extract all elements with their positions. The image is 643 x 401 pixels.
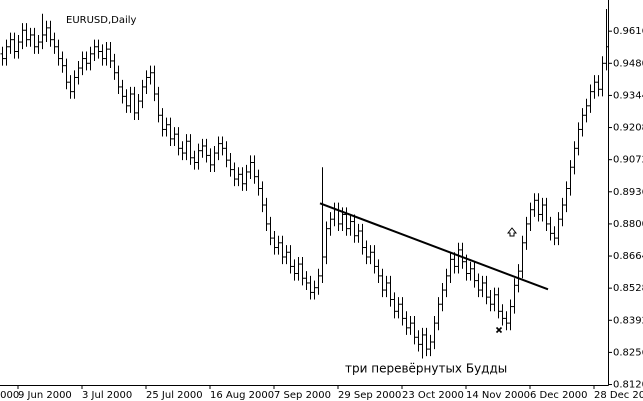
y-tick-label: 0.8528 xyxy=(613,283,643,294)
chart-title: EURUSD,Daily xyxy=(66,15,137,26)
annotation: три перевёрнутых Будды xyxy=(345,362,507,376)
y-tick-label: 0.8936 xyxy=(613,187,643,198)
y-tick-label: 0.8392 xyxy=(613,315,643,326)
x-tick-label: 9 Jun 2000 xyxy=(18,390,72,401)
y-tick-label: 0.9616 xyxy=(613,26,643,37)
x-tick-label: 7 Sep 2000 xyxy=(274,390,331,401)
x-tick-label: 16 Aug 2000 xyxy=(210,390,274,401)
y-tick-label: 0.8256 xyxy=(613,347,643,358)
x-tick-label: 28 Dec 2000 xyxy=(594,390,643,401)
y-tick-label: 0.8664 xyxy=(613,251,643,262)
x-tick-label: 25 Jul 2000 xyxy=(146,390,203,401)
x-tick-label: 23 Oct 2000 xyxy=(402,390,464,401)
x-tick-label: 14 Nov 2000 xyxy=(466,390,530,401)
y-tick-label: 0.9344 xyxy=(613,90,643,101)
y-tick-label: 0.9072 xyxy=(613,155,643,166)
arrow-up-marker xyxy=(506,227,518,237)
y-tick-label: 0.9208 xyxy=(613,123,643,134)
x-tick-label: 3 Jul 2000 xyxy=(82,390,132,401)
cross-marker xyxy=(495,326,503,334)
x-tick-label: 19 May 2000 xyxy=(0,390,19,401)
x-tick-label: 6 Dec 2000 xyxy=(530,390,588,401)
trendline xyxy=(319,202,549,291)
x-tick-label: 29 Sep 2000 xyxy=(338,390,401,401)
